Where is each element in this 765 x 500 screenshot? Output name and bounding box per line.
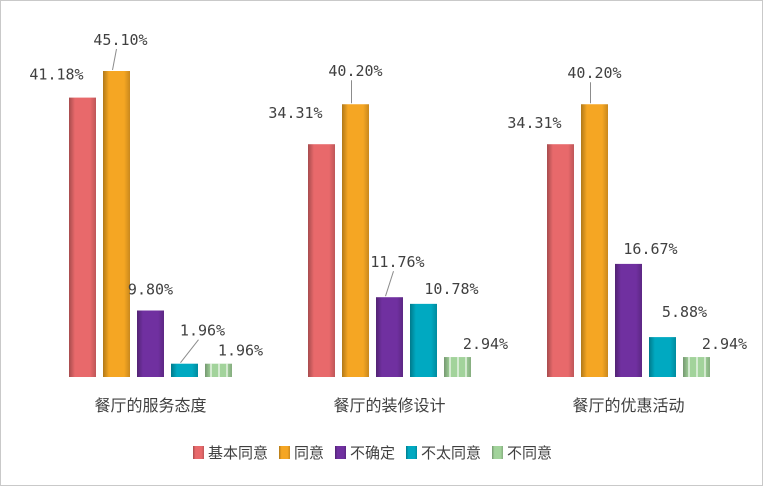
value-label-3-4: 5.88% bbox=[662, 303, 707, 321]
leader-lines-layer bbox=[112, 48, 591, 364]
chart-frame: 41.18% 45.10% 9.80% 1.96% 1.96% 34.31% 40.20% 1… bbox=[0, 0, 763, 486]
bar-1-2 bbox=[103, 71, 130, 377]
bar-1-1 bbox=[69, 97, 96, 377]
legend-label-4: 不太同意 bbox=[421, 444, 481, 462]
bar-2-4 bbox=[410, 303, 437, 377]
legend-label-3: 不确定 bbox=[350, 444, 395, 462]
bar-stripe bbox=[457, 357, 459, 377]
legend-swatch-4 bbox=[406, 446, 417, 459]
bar-1-4 bbox=[171, 363, 198, 377]
leader-line bbox=[180, 339, 199, 364]
value-label-1-3: 9.80% bbox=[128, 281, 173, 299]
value-label-2-2: 40.20% bbox=[328, 62, 382, 80]
value-label-1-5: 1.96% bbox=[218, 342, 263, 360]
value-label-1-1: 41.18% bbox=[29, 66, 83, 84]
bar-2-1 bbox=[308, 144, 335, 377]
category-label-2: 餐厅的装修设计 bbox=[333, 396, 445, 415]
bar-stripe bbox=[218, 363, 220, 377]
value-label-1-4: 1.96% bbox=[180, 322, 225, 340]
value-label-1-2: 45.10% bbox=[93, 31, 147, 49]
bar-3-4 bbox=[649, 337, 676, 377]
bar-stripe bbox=[226, 363, 228, 377]
legend-label-2: 同意 bbox=[294, 444, 324, 462]
bar-stripe bbox=[465, 357, 467, 377]
bar-2-2 bbox=[342, 104, 369, 377]
bar-2-3 bbox=[376, 297, 403, 377]
category-label-1: 餐厅的服务态度 bbox=[94, 396, 206, 415]
bar-stripe bbox=[704, 357, 706, 377]
category-labels-layer: 餐厅的服务态度 餐厅的装修设计 餐厅的优惠活动 bbox=[94, 396, 684, 415]
bar-stripe bbox=[688, 357, 690, 377]
bar-3-2 bbox=[581, 104, 608, 377]
value-label-3-1: 34.31% bbox=[507, 114, 561, 132]
legend-swatch-3 bbox=[335, 446, 346, 459]
bar-3-3 bbox=[615, 263, 642, 377]
bar-stripe bbox=[449, 357, 451, 377]
legend-swatch-5 bbox=[492, 446, 503, 459]
legend-swatch-1 bbox=[193, 446, 204, 459]
value-label-2-4: 10.78% bbox=[424, 280, 478, 298]
category-label-3: 餐厅的优惠活动 bbox=[572, 396, 684, 415]
value-label-3-2: 40.20% bbox=[567, 64, 621, 82]
bar-chart: 41.18% 45.10% 9.80% 1.96% 1.96% 34.31% 40.20% 1… bbox=[29, 31, 747, 462]
bar-3-1 bbox=[547, 144, 574, 377]
value-labels-layer: 41.18% 45.10% 9.80% 1.96% 1.96% 34.31% 40.20% 1… bbox=[29, 31, 747, 360]
bar-stripe bbox=[696, 357, 698, 377]
bars-layer bbox=[69, 71, 710, 377]
bar-1-3 bbox=[137, 310, 164, 377]
value-label-2-3: 11.76% bbox=[370, 253, 424, 271]
leader-line bbox=[385, 271, 394, 297]
value-label-2-1: 34.31% bbox=[268, 104, 322, 122]
legend: 基本同意 同意 不确定 不太同意 不同意 bbox=[193, 444, 552, 462]
bar-stripe bbox=[210, 363, 212, 377]
value-label-3-3: 16.67% bbox=[623, 240, 677, 258]
value-label-2-5: 2.94% bbox=[463, 335, 508, 353]
legend-label-5: 不同意 bbox=[507, 444, 552, 462]
legend-swatch-2 bbox=[279, 446, 290, 459]
value-label-3-5: 2.94% bbox=[702, 335, 747, 353]
legend-label-1: 基本同意 bbox=[208, 444, 268, 462]
leader-line bbox=[112, 48, 117, 71]
